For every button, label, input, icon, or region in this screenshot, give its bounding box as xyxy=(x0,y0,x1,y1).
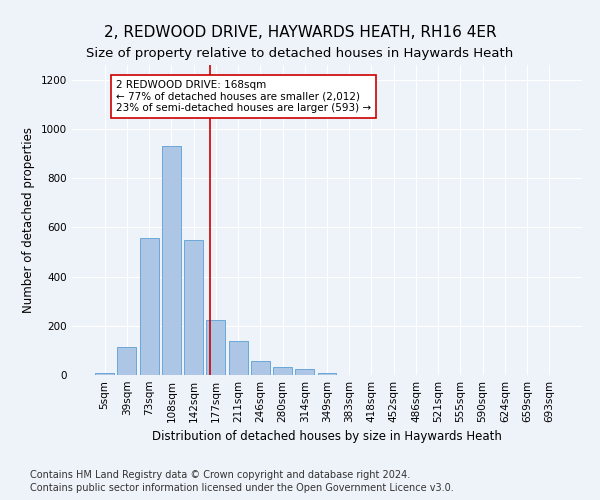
Text: Size of property relative to detached houses in Haywards Heath: Size of property relative to detached ho… xyxy=(86,48,514,60)
Bar xyxy=(317,372,337,375)
Bar xyxy=(140,238,158,375)
Text: 2, REDWOOD DRIVE, HAYWARDS HEATH, RH16 4ER: 2, REDWOOD DRIVE, HAYWARDS HEATH, RH16 4… xyxy=(104,25,496,40)
Text: Contains public sector information licensed under the Open Government Licence v3: Contains public sector information licen… xyxy=(30,483,454,493)
Bar xyxy=(118,347,136,375)
Bar xyxy=(273,367,292,375)
Bar xyxy=(251,360,270,375)
Bar xyxy=(229,340,248,375)
Bar xyxy=(162,146,181,375)
Bar xyxy=(95,373,114,375)
Text: 2 REDWOOD DRIVE: 168sqm
← 77% of detached houses are smaller (2,012)
23% of semi: 2 REDWOOD DRIVE: 168sqm ← 77% of detache… xyxy=(116,80,371,113)
Bar xyxy=(184,240,203,375)
Bar xyxy=(206,320,225,375)
Text: Contains HM Land Registry data © Crown copyright and database right 2024.: Contains HM Land Registry data © Crown c… xyxy=(30,470,410,480)
X-axis label: Distribution of detached houses by size in Haywards Heath: Distribution of detached houses by size … xyxy=(152,430,502,444)
Bar xyxy=(295,370,314,375)
Y-axis label: Number of detached properties: Number of detached properties xyxy=(22,127,35,313)
